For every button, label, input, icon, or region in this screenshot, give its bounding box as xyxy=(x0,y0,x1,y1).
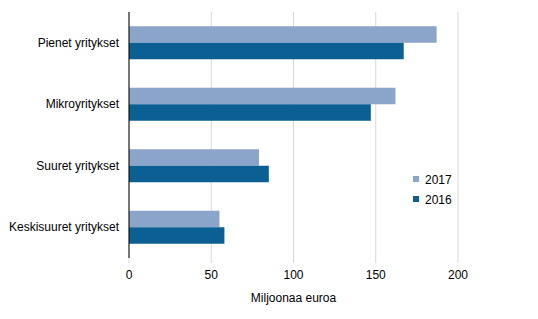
tick-mark xyxy=(375,258,376,263)
bar xyxy=(129,43,404,60)
category-label: Mikroyritykset xyxy=(46,97,120,111)
tick-mark xyxy=(293,258,294,263)
tick-label: 150 xyxy=(366,268,386,282)
tick-label: 100 xyxy=(283,268,303,282)
axis-line xyxy=(129,12,130,258)
axis-label: Miljoonaa euroa xyxy=(251,291,337,305)
tick-label: 50 xyxy=(205,268,219,282)
category-label: Pienet yritykset xyxy=(38,36,120,50)
bar xyxy=(129,88,395,105)
bar xyxy=(129,149,259,166)
bar xyxy=(129,211,219,228)
tick-label: 200 xyxy=(448,268,468,282)
bar xyxy=(129,166,269,183)
legend-swatch xyxy=(413,196,419,202)
category-label: Suuret yritykset xyxy=(36,159,119,173)
legend-label: 2017 xyxy=(425,173,452,187)
grid-line xyxy=(458,12,459,258)
tick-mark xyxy=(458,258,459,263)
category-label: Keskisuuret yritykset xyxy=(9,220,120,234)
bar xyxy=(129,227,224,244)
legend-swatch xyxy=(413,176,419,182)
bars xyxy=(129,26,437,244)
tick-label: 0 xyxy=(126,268,133,282)
bar xyxy=(129,26,437,43)
legend-label: 2016 xyxy=(425,193,452,207)
bar xyxy=(129,104,371,121)
tick-mark xyxy=(129,258,130,263)
grid-line xyxy=(129,12,130,258)
tick-mark xyxy=(211,258,212,263)
chart: 0 50 100 150 200 Pienet yritykset Mikroyrityks… xyxy=(0,0,538,319)
